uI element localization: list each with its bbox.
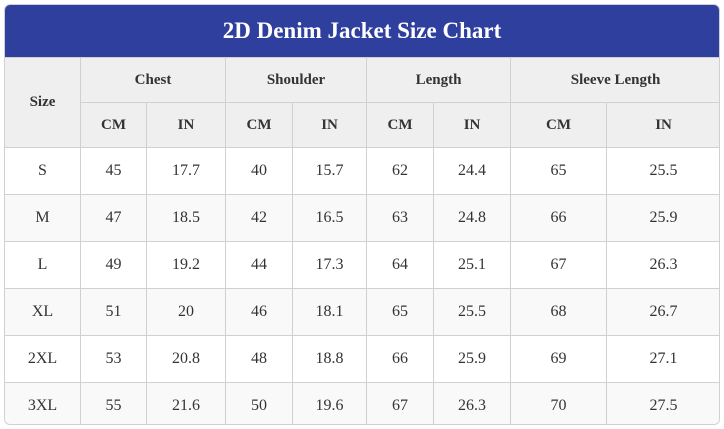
shoulder-cm-cell: 46 (225, 288, 294, 336)
header-unit-cm: CM (80, 102, 147, 148)
sleeve-cm-cell: 69 (510, 335, 608, 383)
length-in-cell: 25.1 (433, 241, 512, 289)
chest-in-cell: 20 (145, 288, 227, 336)
chest-in-cell: 18.5 (145, 194, 227, 242)
size-chart: 2D Denim Jacket Size Chart Size Chest Sh… (4, 4, 720, 425)
size-table: Size Chest Shoulder Length Sleeve Length… (5, 57, 719, 424)
sleeve-cm-cell: 68 (510, 288, 608, 336)
length-in-cell: 25.9 (433, 335, 512, 383)
chest-cm-cell: 49 (80, 241, 147, 289)
shoulder-in-cell: 19.6 (292, 382, 368, 424)
header-sleeve-length: Sleeve Length (510, 57, 719, 103)
shoulder-in-cell: 16.5 (292, 194, 368, 242)
length-cm-cell: 63 (366, 194, 435, 242)
length-in-cell: 24.8 (433, 194, 512, 242)
header-unit-in: IN (145, 102, 227, 148)
sleeve-cm-cell: 70 (510, 382, 608, 424)
header-chest: Chest (79, 57, 227, 103)
size-cell: 3XL (5, 382, 81, 424)
chest-cm-cell: 53 (80, 335, 147, 383)
sleeve-cm-cell: 66 (510, 194, 608, 242)
shoulder-in-cell: 15.7 (292, 147, 368, 195)
header-unit-in: IN (433, 102, 512, 148)
size-cell: M (5, 194, 81, 242)
shoulder-cm-cell: 42 (225, 194, 294, 242)
header-shoulder: Shoulder (225, 57, 368, 103)
header-length: Length (366, 57, 512, 103)
header-size: Size (5, 57, 81, 148)
header-row-units: CM IN CM IN CM IN CM IN (5, 102, 719, 148)
table-row: M 47 18.5 42 16.5 63 24.8 66 25.9 (5, 194, 719, 242)
header-unit-cm: CM (225, 102, 294, 148)
sleeve-in-cell: 26.3 (606, 241, 719, 289)
shoulder-in-cell: 17.3 (292, 241, 368, 289)
length-in-cell: 24.4 (433, 147, 512, 195)
length-cm-cell: 64 (366, 241, 435, 289)
table-row: L 49 19.2 44 17.3 64 25.1 67 26.3 (5, 241, 719, 289)
chest-cm-cell: 47 (80, 194, 147, 242)
sleeve-in-cell: 27.5 (606, 382, 719, 424)
length-cm-cell: 66 (366, 335, 435, 383)
size-cell: 2XL (5, 335, 81, 383)
header-unit-cm: CM (510, 102, 608, 148)
table-row: 2XL 53 20.8 48 18.8 66 25.9 69 27.1 (5, 335, 719, 383)
length-cm-cell: 62 (366, 147, 435, 195)
size-cell: L (5, 241, 81, 289)
header-unit-in: IN (292, 102, 368, 148)
sleeve-cm-cell: 67 (510, 241, 608, 289)
chest-cm-cell: 45 (80, 147, 147, 195)
chest-cm-cell: 55 (80, 382, 147, 424)
chart-title: 2D Denim Jacket Size Chart (5, 5, 719, 57)
length-in-cell: 25.5 (433, 288, 512, 336)
sleeve-cm-cell: 65 (510, 147, 608, 195)
shoulder-in-cell: 18.1 (292, 288, 368, 336)
shoulder-in-cell: 18.8 (292, 335, 368, 383)
length-cm-cell: 67 (366, 382, 435, 424)
table-row: XL 51 20 46 18.1 65 25.5 68 26.7 (5, 288, 719, 336)
shoulder-cm-cell: 44 (225, 241, 294, 289)
shoulder-cm-cell: 48 (225, 335, 294, 383)
sleeve-in-cell: 25.9 (606, 194, 719, 242)
length-in-cell: 26.3 (433, 382, 512, 424)
chest-cm-cell: 51 (80, 288, 147, 336)
sleeve-in-cell: 26.7 (606, 288, 719, 336)
table-row: 3XL 55 21.6 50 19.6 67 26.3 70 27.5 (5, 382, 719, 424)
chest-in-cell: 20.8 (145, 335, 227, 383)
header-unit-in: IN (606, 102, 719, 148)
sleeve-in-cell: 25.5 (606, 147, 719, 195)
shoulder-cm-cell: 40 (225, 147, 294, 195)
size-cell: XL (5, 288, 81, 336)
header-row-groups: Size Chest Shoulder Length Sleeve Length (5, 57, 719, 148)
sleeve-in-cell: 27.1 (606, 335, 719, 383)
header-unit-cm: CM (366, 102, 435, 148)
shoulder-cm-cell: 50 (225, 382, 294, 424)
chest-in-cell: 17.7 (145, 147, 227, 195)
chest-in-cell: 21.6 (145, 382, 227, 424)
table-body: S 45 17.7 40 15.7 62 24.4 65 25.5 M 47 18.5 42 16.5 63… (5, 147, 719, 424)
size-cell: S (5, 147, 81, 195)
length-cm-cell: 65 (366, 288, 435, 336)
table-row: S 45 17.7 40 15.7 62 24.4 65 25.5 (5, 147, 719, 195)
table-header: Size Chest Shoulder Length Sleeve Length… (5, 57, 719, 148)
chest-in-cell: 19.2 (145, 241, 227, 289)
